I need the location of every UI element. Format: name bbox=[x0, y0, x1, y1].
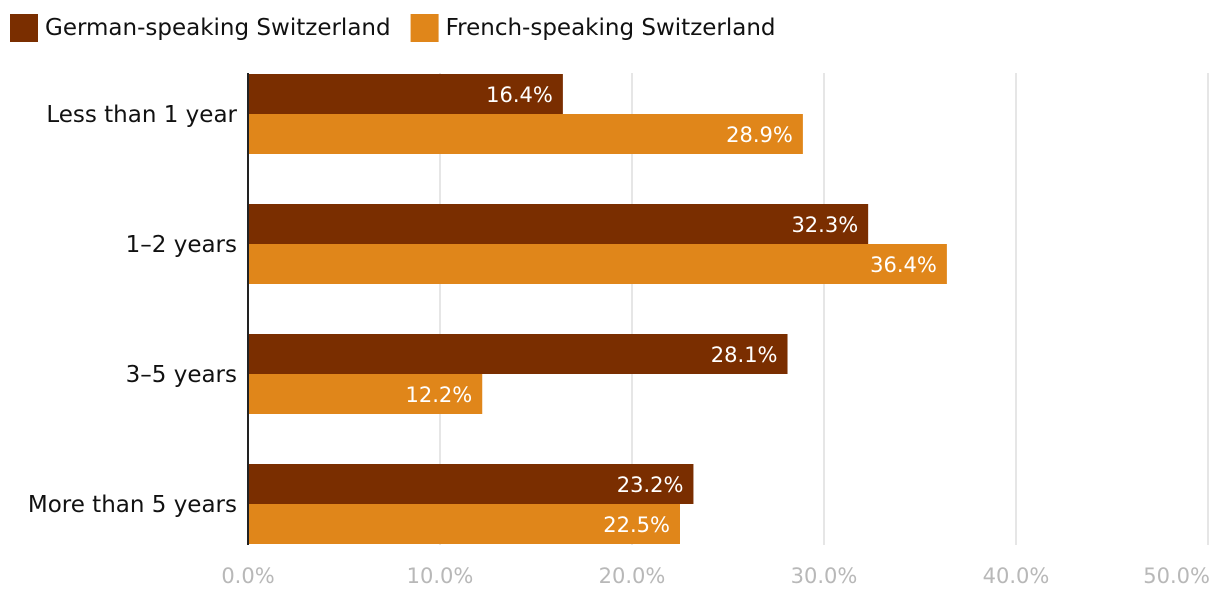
x-tick-label: 10.0% bbox=[407, 564, 474, 588]
bar-value-label: 28.9% bbox=[726, 123, 793, 147]
x-tick-label: 0.0% bbox=[221, 564, 274, 588]
x-tick-label: 40.0% bbox=[983, 564, 1050, 588]
bar-value-label: 23.2% bbox=[617, 473, 684, 497]
bar-value-label: 12.2% bbox=[406, 383, 473, 407]
bar-german-0 bbox=[248, 74, 563, 114]
bar-value-label: 36.4% bbox=[870, 253, 937, 277]
x-tick-label: 20.0% bbox=[599, 564, 666, 588]
bar-value-label: 16.4% bbox=[486, 83, 553, 107]
category-label: Less than 1 year bbox=[46, 102, 237, 128]
legend-label: German-speaking Switzerland bbox=[45, 15, 391, 41]
legend-label: French-speaking Switzerland bbox=[446, 15, 776, 41]
legend: German-speaking Switzerland French-speaki… bbox=[10, 14, 776, 42]
bar-german-3 bbox=[248, 464, 694, 504]
bars: 16.4% 28.9% 32.3% 36.4% 28.1% 12.2% 23.2% 22.5% bbox=[248, 74, 947, 544]
bar-german-2 bbox=[248, 334, 788, 374]
bar-value-label: 28.1% bbox=[711, 343, 778, 367]
x-tick-label: 30.0% bbox=[791, 564, 858, 588]
bar-french-2 bbox=[248, 374, 483, 414]
category-label: 3–5 years bbox=[126, 362, 237, 388]
category-labels: Less than 1 year 1–2 years 3–5 years More t… bbox=[28, 102, 238, 518]
bar-french-1 bbox=[248, 244, 947, 284]
bar-french-3 bbox=[248, 504, 680, 544]
bar-german-1 bbox=[248, 204, 869, 244]
legend-swatch-french bbox=[410, 14, 439, 42]
x-tick-label: 50.0% bbox=[1143, 564, 1210, 588]
category-label: 1–2 years bbox=[126, 232, 237, 258]
x-tick-labels: 0.0% 10.0% 20.0% 30.0% 40.0% 50.0% bbox=[221, 564, 1210, 588]
bar-value-label: 32.3% bbox=[791, 213, 858, 237]
category-label: More than 5 years bbox=[28, 492, 237, 518]
legend-swatch-german bbox=[10, 14, 38, 42]
bar-value-label: 22.5% bbox=[603, 513, 670, 537]
bar-french-0 bbox=[248, 114, 803, 154]
